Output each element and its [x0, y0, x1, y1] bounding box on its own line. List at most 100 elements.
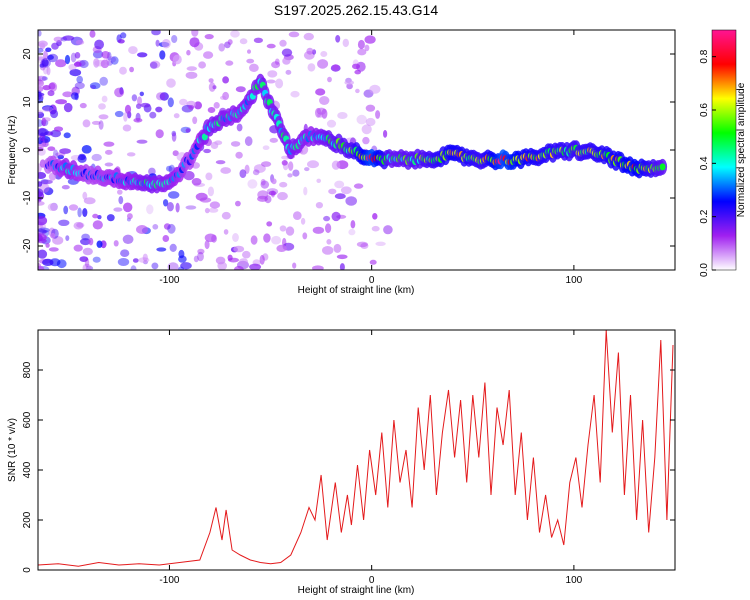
noise-blob	[171, 35, 178, 43]
noise-blob	[323, 215, 331, 222]
noise-blob	[204, 240, 210, 250]
noise-blob	[375, 241, 386, 246]
noise-blob	[383, 130, 388, 138]
noise-blob	[269, 137, 278, 143]
y-tick-label: -10	[22, 190, 33, 205]
noise-blob	[230, 141, 241, 147]
noise-blob	[59, 148, 71, 154]
y-tick-label: 400	[22, 461, 33, 478]
noise-blob	[186, 49, 191, 56]
noise-blob	[365, 117, 376, 127]
noise-blob	[271, 178, 277, 185]
noise-blob	[235, 151, 243, 159]
noise-blob	[197, 248, 205, 255]
noise-blob	[131, 94, 138, 102]
noise-blob	[47, 90, 55, 97]
noise-blob	[277, 192, 288, 201]
noise-blob	[275, 78, 284, 89]
noise-blob	[110, 56, 119, 65]
noise-blob	[204, 233, 217, 243]
noise-blob	[197, 251, 204, 262]
noise-blob	[253, 37, 263, 43]
noise-blob	[357, 39, 365, 50]
noise-blob	[247, 49, 251, 54]
noise-blob	[139, 91, 144, 97]
noise-blob	[137, 52, 148, 58]
noise-blob	[326, 239, 332, 245]
noise-blob	[142, 253, 148, 262]
noise-blob	[352, 63, 360, 70]
noise-blob	[136, 139, 148, 144]
noise-blob	[192, 116, 198, 125]
spectrogram-frame	[37, 29, 676, 271]
noise-blob	[47, 203, 58, 212]
noise-blob	[38, 55, 44, 63]
noise-blob	[149, 111, 157, 119]
noise-blob	[55, 99, 67, 105]
noise-blob	[48, 247, 59, 252]
noise-blob	[375, 110, 381, 119]
noise-blob	[220, 167, 232, 174]
noise-blob	[92, 220, 103, 230]
noise-blob	[74, 52, 81, 59]
x-tick-label: -100	[159, 275, 179, 286]
noise-blob	[383, 225, 393, 235]
noise-blob	[326, 119, 337, 128]
noise-blob	[257, 190, 269, 200]
noise-blob	[38, 75, 47, 82]
noise-blob	[62, 91, 73, 98]
noise-blob	[355, 88, 360, 94]
noise-blob	[70, 52, 77, 63]
noise-blob	[230, 30, 240, 38]
noise-blob	[105, 149, 113, 155]
noise-blob	[38, 227, 50, 233]
noise-blob	[267, 70, 278, 78]
noise-blob	[38, 109, 44, 114]
noise-blob	[122, 124, 132, 132]
noise-blob	[83, 197, 96, 205]
noise-blob	[123, 112, 128, 122]
noise-blob	[271, 61, 281, 69]
noise-blob	[253, 164, 266, 173]
y-tick-label: 20	[22, 48, 33, 60]
noise-blob	[288, 31, 300, 38]
noise-blob	[133, 118, 143, 123]
y-tick-label: 800	[22, 361, 33, 378]
noise-blob	[117, 189, 123, 195]
noise-blob	[281, 160, 288, 166]
noise-blob	[94, 39, 104, 50]
noise-blob	[213, 102, 220, 109]
noise-blob	[40, 57, 51, 68]
noise-blob	[369, 84, 381, 94]
noise-blob	[151, 262, 159, 270]
noise-blob	[42, 64, 49, 75]
noise-blob	[191, 178, 202, 186]
noise-blob	[73, 61, 82, 67]
noise-blob	[337, 112, 348, 119]
noise-blob	[345, 196, 358, 206]
noise-blob	[168, 191, 180, 199]
noise-blob	[38, 201, 45, 206]
noise-blob	[159, 50, 166, 60]
noise-blob	[227, 254, 233, 261]
noise-blob	[315, 88, 326, 96]
noise-blob	[225, 60, 234, 66]
noise-blob	[104, 162, 114, 167]
noise-blob	[57, 154, 64, 160]
noise-blob	[247, 179, 258, 189]
noise-blob	[91, 120, 101, 125]
noise-blob	[281, 48, 293, 57]
noise-blob	[81, 145, 92, 154]
noise-blob	[364, 44, 370, 52]
noise-blob	[38, 94, 44, 104]
noise-blob	[76, 222, 85, 228]
noise-blob	[91, 153, 102, 162]
noise-blob	[353, 183, 364, 189]
noise-blob	[75, 39, 85, 45]
noise-blob	[316, 107, 327, 115]
noise-blob	[128, 46, 138, 55]
y-tick-label: -20	[22, 238, 33, 253]
noise-blob	[155, 106, 163, 113]
noise-blob	[316, 178, 322, 183]
y-tick-label: 600	[22, 411, 33, 428]
